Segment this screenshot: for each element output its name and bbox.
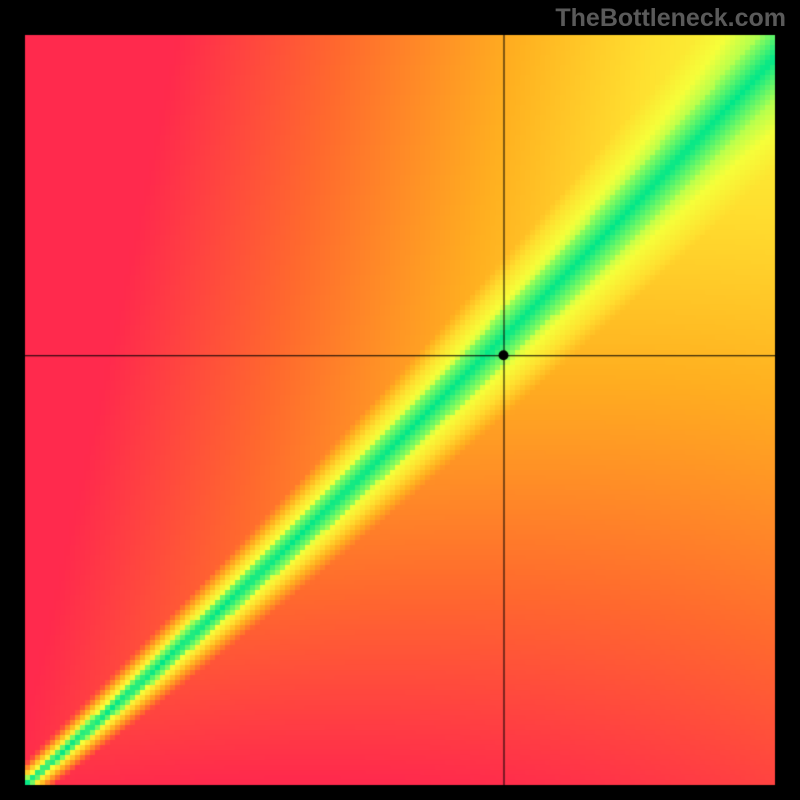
watermark-text: TheBottleneck.com: [555, 4, 786, 33]
chart-container: TheBottleneck.com: [0, 0, 800, 800]
heatmap-canvas: [0, 0, 800, 800]
